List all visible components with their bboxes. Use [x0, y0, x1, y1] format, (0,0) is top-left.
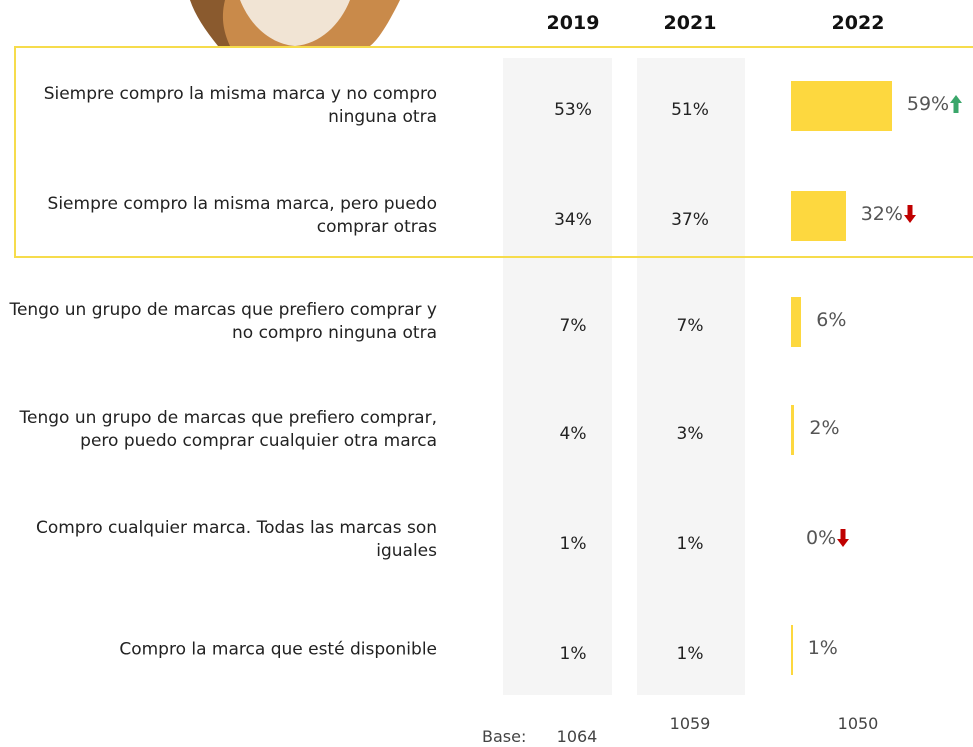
- row-label: Tengo un grupo de marcas que prefiero co…: [19, 408, 437, 451]
- bar: [791, 191, 846, 241]
- column-background: [503, 58, 612, 695]
- row-label: Compro cualquier marca. Todas las marcas…: [35, 518, 437, 561]
- base-value: 1059: [669, 714, 711, 733]
- value-cell: 1%: [676, 534, 704, 554]
- row-label: Compro la marca que esté disponible: [119, 639, 437, 660]
- value-cell: 34%: [554, 210, 592, 230]
- dog-image: [190, 0, 400, 46]
- highlight-box: [14, 46, 973, 258]
- bar-value-label: 2%: [809, 417, 840, 439]
- bar-label: 6%: [816, 309, 846, 331]
- value-cell: 4%: [559, 424, 587, 444]
- column-header: 2022: [831, 12, 885, 34]
- bar-value-label: 1%: [807, 637, 838, 659]
- value-cell: 3%: [676, 424, 704, 444]
- value-cell: 1%: [559, 534, 587, 554]
- row-label: Siempre compro la misma marca, pero pued…: [47, 194, 437, 237]
- bar-label: 1%: [808, 637, 838, 659]
- value-cell: 37%: [671, 210, 709, 230]
- value-cell: 53%: [554, 100, 592, 120]
- trend-arrow-down: [903, 205, 916, 223]
- trend-arrow-up: [950, 95, 963, 113]
- value-cell: 1%: [559, 644, 587, 664]
- value-cell: 1%: [676, 644, 704, 664]
- row-label: Tengo un grupo de marcas que prefiero co…: [9, 300, 437, 343]
- base-value: 1050: [837, 714, 879, 733]
- base-label: Base:: [482, 727, 527, 746]
- value-cell: 7%: [676, 316, 704, 336]
- bar-value-label: 59%: [906, 93, 950, 115]
- column-background: [637, 58, 745, 695]
- row-label: Siempre compro la misma marca y no compr…: [43, 84, 437, 127]
- value-cell: 51%: [671, 100, 709, 120]
- bar-value-label: 32%: [860, 203, 903, 225]
- trend-arrow-down: [837, 529, 850, 547]
- bar-label: 32%: [861, 203, 917, 225]
- bar-label: 0%: [806, 527, 850, 549]
- bar: [791, 405, 795, 455]
- bar-label: 2%: [809, 417, 839, 439]
- column-header: 2019: [546, 12, 600, 34]
- bar-label: 59%: [907, 93, 963, 115]
- bar: [791, 81, 892, 131]
- column-header: 2021: [663, 12, 717, 34]
- bar-value-label: 6%: [816, 309, 847, 331]
- bar: [791, 625, 793, 675]
- base-value: 1064: [556, 727, 598, 746]
- value-cell: 7%: [559, 316, 587, 336]
- bar-value-label: 0%: [806, 527, 837, 549]
- bar: [791, 297, 802, 347]
